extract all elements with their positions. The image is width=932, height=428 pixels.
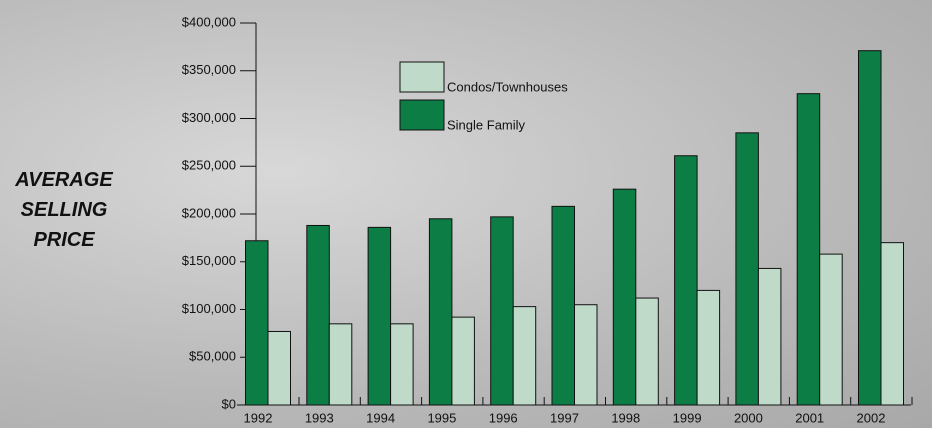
- y-tick-label: $350,000: [182, 62, 236, 77]
- x-tick-label: 1999: [673, 410, 702, 425]
- y-tick-label: $400,000: [182, 14, 236, 29]
- y-tick-label: $100,000: [182, 301, 236, 316]
- x-tick-label: 2002: [857, 410, 886, 425]
- bar: [697, 290, 720, 405]
- bar: [391, 324, 414, 405]
- bar: [758, 268, 781, 405]
- bar: [881, 243, 904, 405]
- x-tick-label: 2000: [734, 410, 763, 425]
- bar: [675, 156, 698, 405]
- bar: [368, 227, 391, 405]
- bar: [307, 225, 330, 405]
- bar: [575, 305, 598, 405]
- legend-swatch: [400, 100, 444, 130]
- bar: [429, 219, 452, 405]
- bar: [329, 324, 352, 405]
- x-tick-label: 1993: [305, 410, 334, 425]
- x-tick-label: 1997: [550, 410, 579, 425]
- y-tick-label: $50,000: [189, 349, 236, 364]
- x-tick-label: 2001: [795, 410, 824, 425]
- bar: [820, 254, 843, 405]
- legend-swatch: [400, 62, 444, 92]
- bar: [268, 331, 291, 405]
- chart: $0 $50,000 $100,000 $150,000 $200,000 $250,00…: [0, 0, 932, 428]
- bar: [491, 217, 514, 405]
- bar: [613, 189, 636, 405]
- y-tick-label: $0: [222, 396, 236, 411]
- bar: [246, 241, 269, 405]
- legend-label: Condos/Townhouses: [447, 79, 568, 94]
- y-tick-label: $200,000: [182, 205, 236, 220]
- x-tick-label: 1998: [611, 410, 640, 425]
- x-tick-label: 1995: [427, 410, 456, 425]
- y-tick-label: $250,000: [182, 158, 236, 173]
- bar: [552, 206, 575, 405]
- legend-label: Single Family: [447, 117, 526, 132]
- y-tick-label: $150,000: [182, 253, 236, 268]
- y-tick-label: $300,000: [182, 110, 236, 125]
- bar: [513, 307, 536, 405]
- bar: [859, 51, 882, 405]
- x-tick-label: 1994: [366, 410, 395, 425]
- bar: [636, 298, 659, 405]
- x-tick-label: 1996: [489, 410, 518, 425]
- page: AVERAGE SELLING PRICE $0$50,000$100,000$…: [0, 0, 932, 428]
- bar: [797, 94, 820, 405]
- bar: [736, 133, 759, 405]
- x-tick-label: 1992: [244, 410, 273, 425]
- bar: [452, 317, 475, 405]
